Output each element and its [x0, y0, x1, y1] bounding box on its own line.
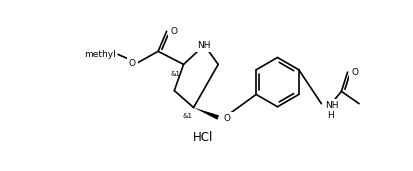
Polygon shape [194, 108, 219, 120]
Text: O: O [129, 59, 136, 68]
Text: &1: &1 [182, 113, 192, 119]
Text: O: O [223, 114, 230, 123]
Text: NH: NH [325, 101, 339, 110]
Text: O: O [351, 68, 358, 77]
Text: O: O [171, 27, 178, 36]
Text: methyl: methyl [84, 50, 116, 59]
Text: NH: NH [197, 41, 211, 50]
Text: H: H [328, 111, 334, 120]
Text: &1: &1 [171, 71, 180, 77]
Text: HCl: HCl [192, 131, 213, 144]
